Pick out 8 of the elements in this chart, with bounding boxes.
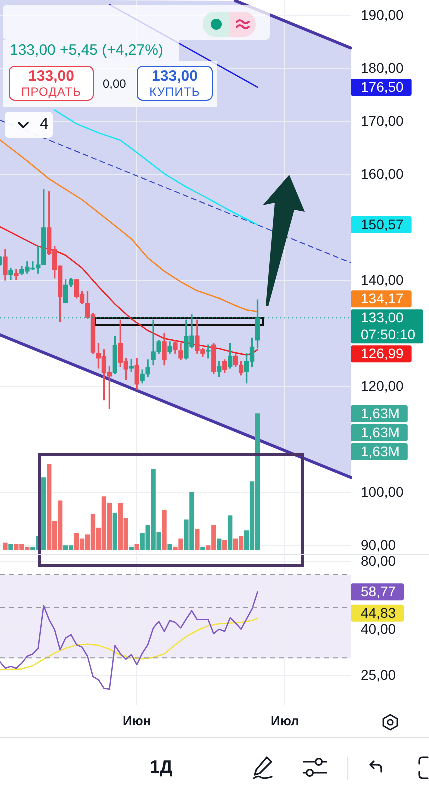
- y-tick-label: 40,00: [361, 620, 396, 637]
- y-tick-label: 25,00: [361, 666, 396, 683]
- x-tick-label: Июл: [270, 713, 300, 728]
- text: 58,77: [361, 584, 396, 600]
- text: 44,83: [361, 604, 396, 621]
- x-tick-label: Июн: [122, 713, 152, 728]
- text: 1Д: [150, 757, 173, 777]
- y-tick-label: 80,00: [361, 552, 396, 569]
